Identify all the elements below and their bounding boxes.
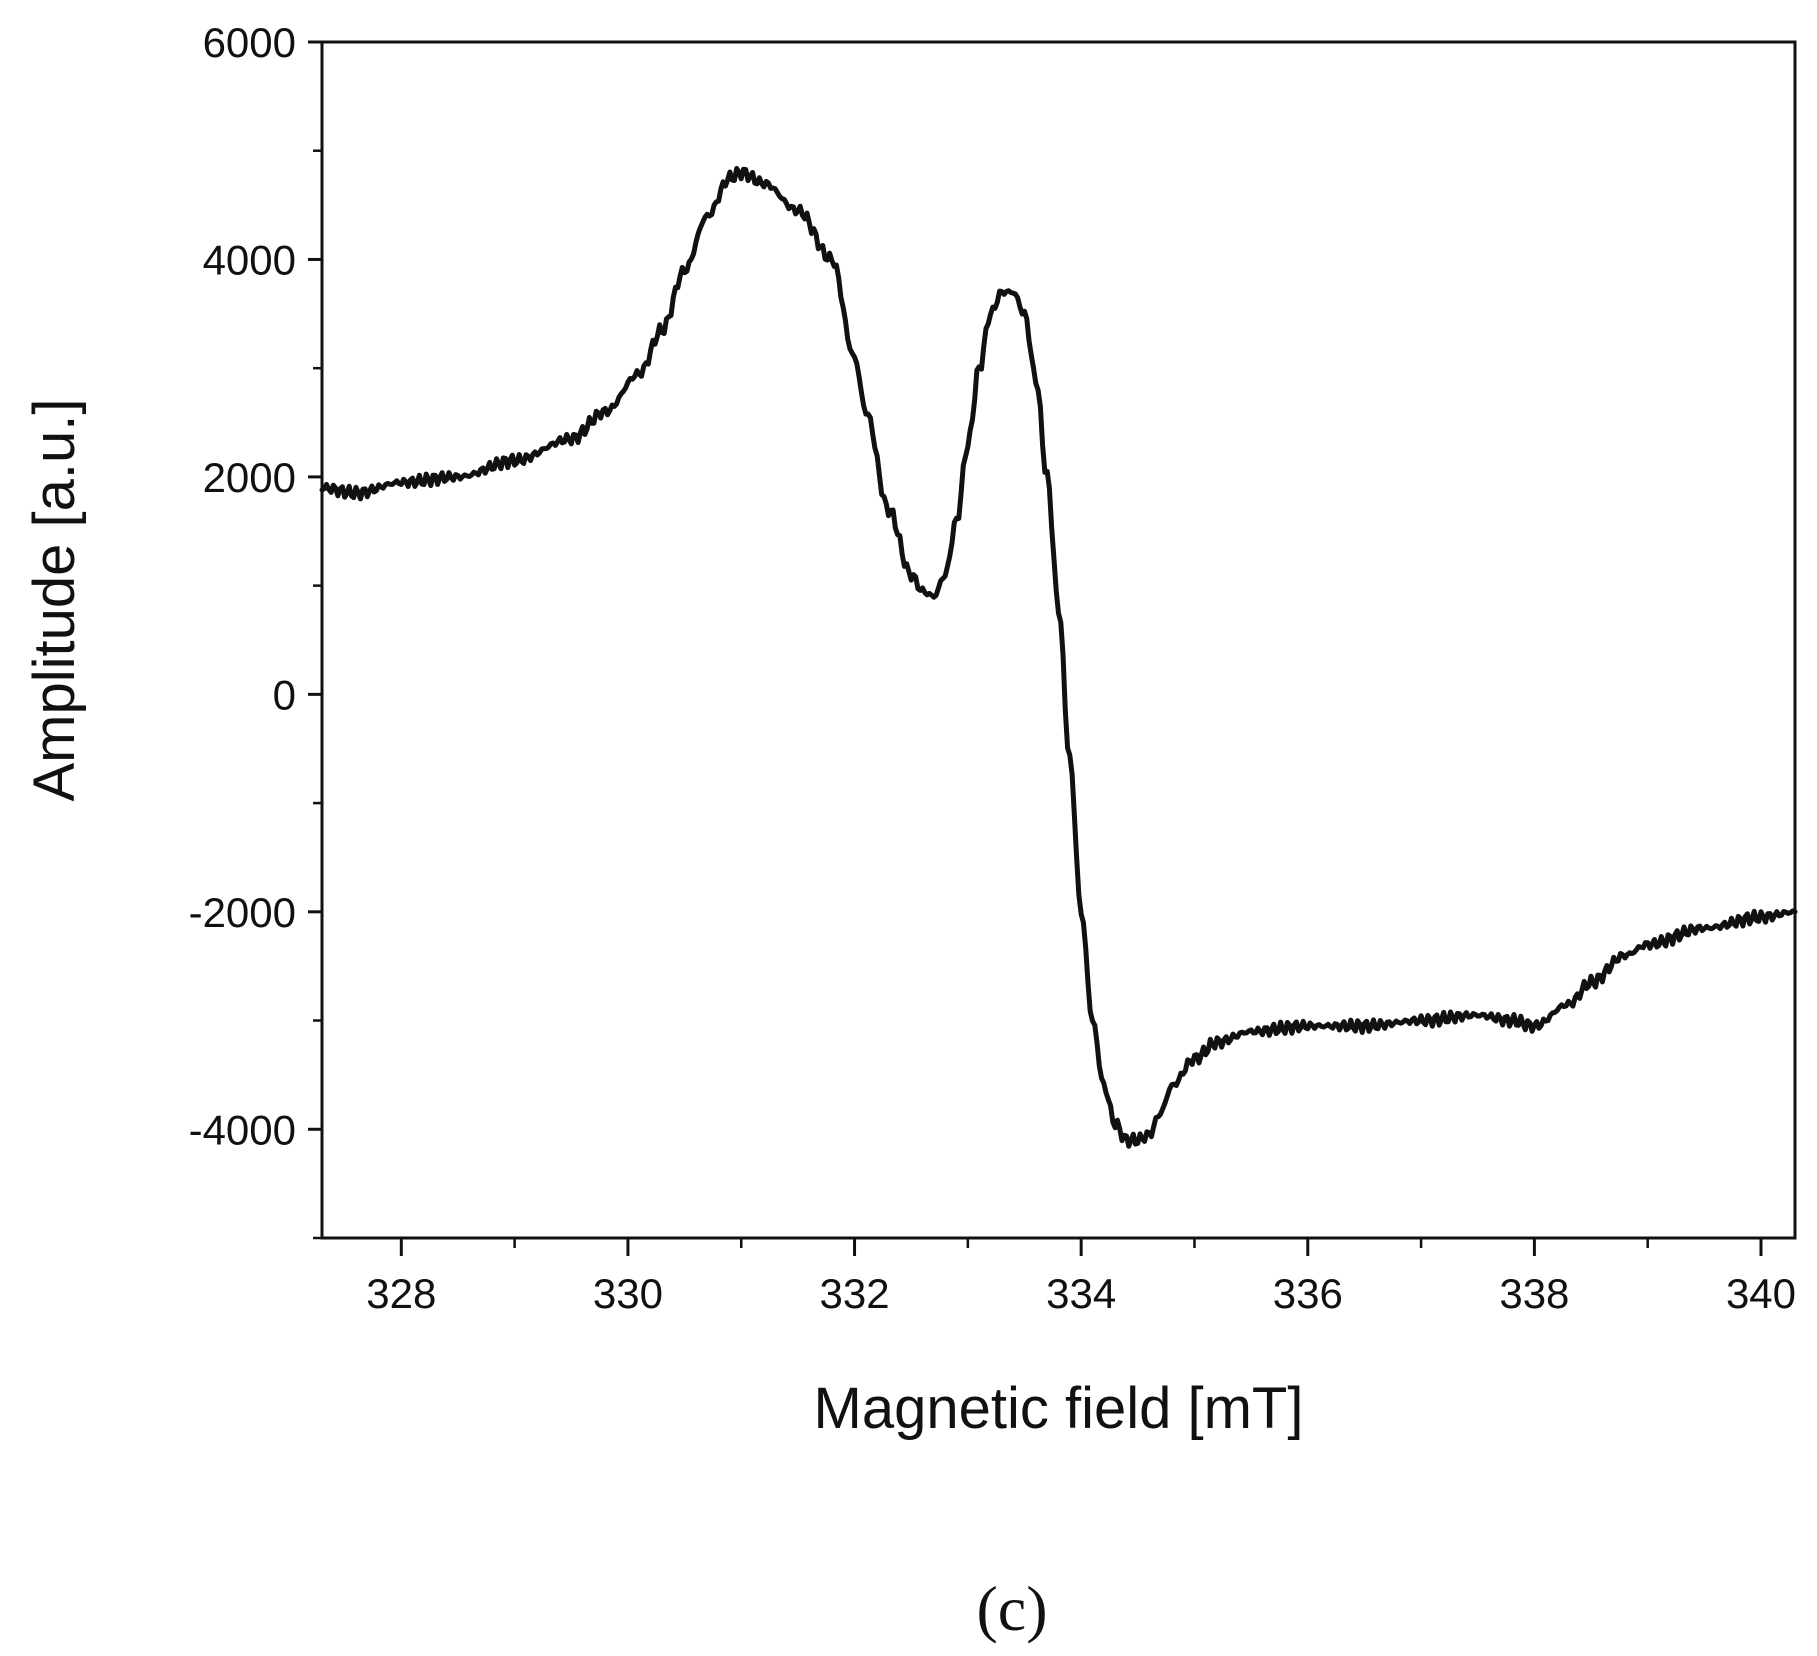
y-tick-label: -2000 (189, 889, 296, 936)
x-tick-label: 334 (1046, 1270, 1116, 1317)
plot-frame (320, 40, 1797, 1240)
x-tick-label: 330 (593, 1270, 663, 1317)
y-axis-title: Amplitude [a.u.] (22, 399, 87, 802)
x-axis-title: Magnetic field [mT] (814, 1376, 1304, 1441)
axes (320, 40, 1797, 1240)
x-tick-label: 328 (366, 1270, 436, 1317)
y-tick-label: -4000 (189, 1106, 296, 1153)
spectrum-series-line (319, 166, 1798, 1149)
ticks: 6000 4000 2000 0 -2000 -4000 328 330 332 334 336 33… (189, 19, 1796, 1317)
panel-label: (c) (976, 1573, 1047, 1644)
y-tick-label: 4000 (203, 236, 296, 283)
y-tick-label: 0 (273, 671, 296, 718)
x-tick-label: 340 (1726, 1270, 1796, 1317)
x-tick-label: 336 (1273, 1270, 1343, 1317)
y-tick-label: 6000 (203, 19, 296, 66)
y-tick-label: 2000 (203, 454, 296, 501)
x-tick-label: 332 (820, 1270, 890, 1317)
x-tick-label: 338 (1499, 1270, 1569, 1317)
series-group (319, 166, 1798, 1149)
